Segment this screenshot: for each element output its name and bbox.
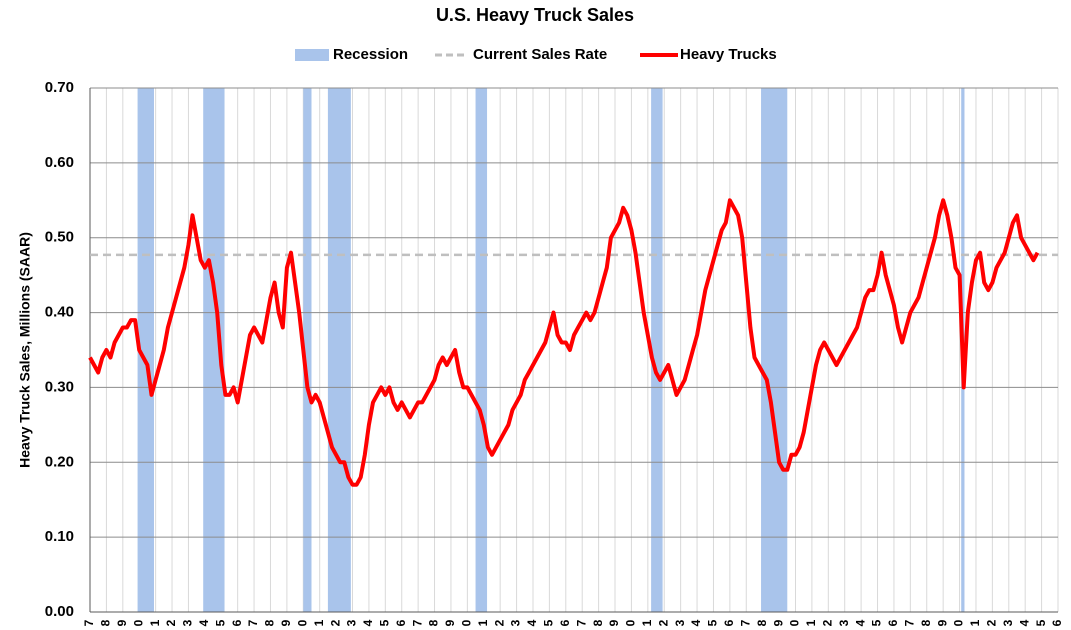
x-tick-label: 7 — [738, 619, 752, 626]
x-tick-label: 0 — [624, 619, 638, 626]
y-tick-label: 0.30 — [45, 378, 74, 395]
x-tick-label: 7 — [246, 619, 260, 626]
x-tick-label: 3 — [345, 619, 359, 626]
legend-label: Recession — [333, 46, 408, 63]
x-tick-label: 8 — [263, 619, 277, 626]
x-tick-label: 5 — [706, 619, 720, 626]
x-tick-label: 9 — [279, 619, 293, 626]
legend-label: Heavy Trucks — [680, 46, 777, 63]
x-tick-label: 6 — [558, 619, 572, 626]
x-tick-label: 7 — [410, 619, 424, 626]
x-tick-label: 5 — [542, 619, 556, 626]
x-tick-label: 8 — [591, 619, 605, 626]
x-tick-label: 9 — [443, 619, 457, 626]
x-tick-label: 2 — [820, 619, 834, 626]
recession-band — [475, 88, 488, 612]
x-tick-label: 8 — [919, 619, 933, 626]
x-tick-label: 6 — [394, 619, 408, 626]
x-tick-label: 2 — [164, 619, 178, 626]
x-tick-label: 0 — [131, 619, 145, 626]
x-tick-label: 9 — [607, 619, 621, 626]
x-tick-label: 0 — [952, 619, 966, 626]
y-tick-label: 0.50 — [45, 229, 74, 246]
x-tick-label: 6 — [1050, 619, 1064, 626]
x-tick-label: 4 — [361, 619, 375, 626]
x-tick-label: 1 — [312, 619, 326, 626]
y-axis-label: Heavy Truck Sales, Millions (SAAR) — [17, 232, 33, 468]
x-tick-label: 9 — [935, 619, 949, 626]
x-tick-label: 8 — [755, 619, 769, 626]
x-tick-label: 9 — [771, 619, 785, 626]
y-tick-label: 0.40 — [45, 304, 74, 321]
x-tick-label: 7 — [82, 619, 96, 626]
x-tick-label: 8 — [427, 619, 441, 626]
x-tick-label: 4 — [1017, 619, 1031, 626]
x-tick-label: 1 — [476, 619, 490, 626]
y-tick-label: 0.70 — [45, 79, 74, 96]
y-tick-label: 0.10 — [45, 528, 74, 545]
y-tick-label: 0.20 — [45, 453, 74, 470]
x-tick-label: 3 — [673, 619, 687, 626]
recession-band — [303, 88, 312, 612]
x-tick-label: 2 — [656, 619, 670, 626]
x-tick-label: 6 — [722, 619, 736, 626]
x-tick-label: 0 — [788, 619, 802, 626]
x-tick-label: 2 — [328, 619, 342, 626]
x-tick-label: 4 — [197, 619, 211, 626]
y-tick-label: 0.60 — [45, 154, 74, 171]
x-tick-label: 3 — [1001, 619, 1015, 626]
x-tick-label: 5 — [1034, 619, 1048, 626]
y-tick-label: 0.00 — [45, 603, 74, 620]
recession-band — [651, 88, 663, 612]
x-tick-label: 2 — [985, 619, 999, 626]
x-tick-label: 0 — [460, 619, 474, 626]
x-tick-label: 5 — [213, 619, 227, 626]
recession-band — [761, 88, 788, 612]
x-tick-label: 3 — [837, 619, 851, 626]
chart-title: U.S. Heavy Truck Sales — [436, 5, 634, 25]
x-tick-label: 5 — [377, 619, 391, 626]
x-tick-label: 1 — [640, 619, 654, 626]
x-tick-label: 4 — [525, 619, 539, 626]
legend-label: Current Sales Rate — [473, 46, 607, 63]
legend-swatch — [295, 49, 329, 61]
x-tick-label: 4 — [853, 619, 867, 626]
recession-band — [327, 88, 351, 612]
series-line — [88, 198, 1040, 487]
x-tick-label: 0 — [295, 619, 309, 626]
x-tick-label: 3 — [509, 619, 523, 626]
x-tick-label: 8 — [99, 619, 113, 626]
x-tick-label: 6 — [230, 619, 244, 626]
x-tick-label: 5 — [870, 619, 884, 626]
x-tick-label: 9 — [115, 619, 129, 626]
x-tick-label: 4 — [689, 619, 703, 626]
x-tick-label: 1 — [804, 619, 818, 626]
x-tick-label: 2 — [492, 619, 506, 626]
x-tick-label: 1 — [148, 619, 162, 626]
x-tick-label: 7 — [903, 619, 917, 626]
x-tick-label: 6 — [886, 619, 900, 626]
recession-band — [203, 88, 225, 612]
x-tick-label: 7 — [574, 619, 588, 626]
x-tick-label: 1 — [968, 619, 982, 626]
x-tick-label: 3 — [181, 619, 195, 626]
recession-band — [137, 88, 154, 612]
